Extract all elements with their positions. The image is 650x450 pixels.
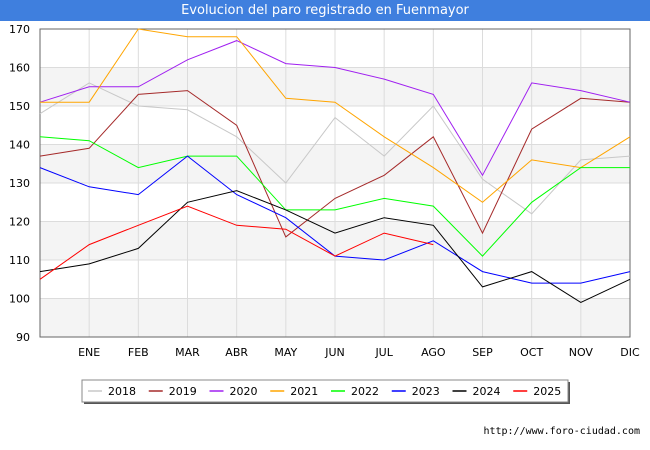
- x-axis-ticks: ENE FEB MAR ABR MAY JUN JUL AGO SEP OCT NOV DIC: [78, 346, 640, 359]
- y-tick-label: 130: [9, 177, 30, 190]
- legend-box: [81, 379, 569, 403]
- x-tick-label: AGO: [421, 346, 446, 359]
- x-tick-label: SEP: [472, 346, 493, 359]
- legend-label-2020: 2020: [230, 385, 258, 398]
- x-tick-label: ENE: [78, 346, 100, 359]
- series-line-2025: [39, 205, 434, 280]
- x-tick-label: NOV: [569, 346, 594, 359]
- legend-label-2023: 2023: [412, 385, 440, 398]
- series-line-2018: [39, 82, 631, 215]
- series-lines: [39, 28, 631, 303]
- y-tick-label: 150: [9, 100, 30, 113]
- y-tick-label: 140: [9, 139, 30, 152]
- x-tick-label: MAY: [274, 346, 297, 359]
- legend-label-2018: 2018: [108, 385, 136, 398]
- legend-label-2024: 2024: [473, 385, 501, 398]
- y-tick-label: 170: [9, 23, 30, 36]
- source-url: http://www.foro-ciudad.com: [483, 426, 640, 437]
- y-axis-ticks: 90 100 110 120 130 140 150 160 170: [9, 23, 30, 344]
- y-tick-label: 100: [9, 293, 30, 306]
- series-line-2019: [39, 90, 631, 238]
- series-line-2020: [39, 40, 631, 177]
- legend-label-2022: 2022: [351, 385, 379, 398]
- series-line-2024: [39, 190, 631, 303]
- y-tick-label: 110: [9, 254, 30, 267]
- x-tick-label: MAR: [175, 346, 200, 359]
- x-tick-label: DIC: [620, 346, 640, 359]
- y-tick-label: 120: [9, 216, 30, 229]
- legend: 2018 2019 2020 2021 2022 2023 2024 2025: [81, 379, 570, 404]
- legend-label-2025: 2025: [533, 385, 561, 398]
- chart-title: Evolucion del paro registrado en Fuenmay…: [0, 0, 650, 21]
- y-tick-label: 160: [9, 62, 30, 75]
- axes: [39, 28, 631, 338]
- y-tick-label: 90: [16, 331, 30, 344]
- x-tick-label: JUL: [374, 346, 393, 359]
- legend-label-2021: 2021: [290, 385, 318, 398]
- series-line-2021: [40, 28, 631, 203]
- plot-frame: [39, 28, 631, 338]
- legend-label-2019: 2019: [169, 385, 197, 398]
- x-tick-label: OCT: [520, 346, 543, 359]
- series-line-2022: [39, 136, 630, 257]
- x-tick-label: ABR: [225, 346, 248, 359]
- x-tick-label: FEB: [128, 346, 149, 359]
- x-tick-label: JUN: [324, 346, 345, 359]
